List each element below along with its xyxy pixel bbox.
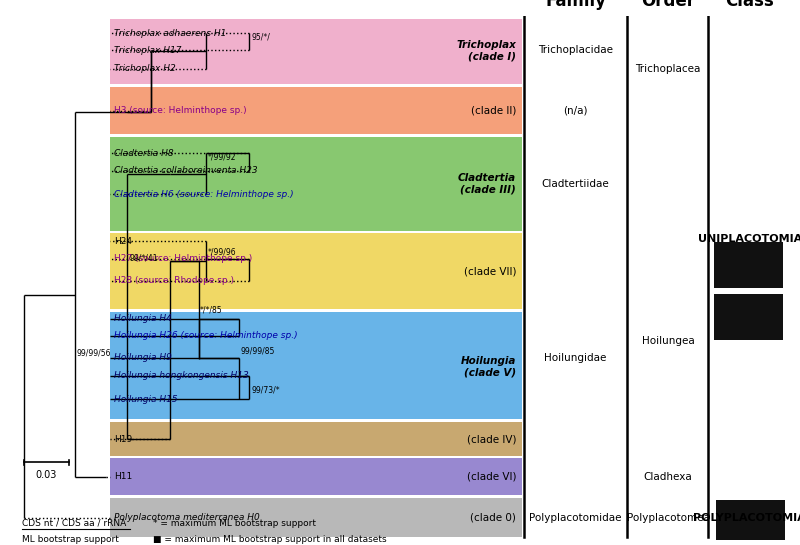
Text: Hoilungia hongkongensis H13: Hoilungia hongkongensis H13 [114,371,249,380]
Text: 99/99/56: 99/99/56 [76,348,110,358]
Text: ■ = maximum ML bootstrap support in all datasets: ■ = maximum ML bootstrap support in all … [153,535,386,544]
Bar [110,87,522,134]
Text: Polyplacotomea: Polyplacotomea [626,513,710,523]
Text: Family: Family [545,0,606,10]
Text: Polyplacotomidae: Polyplacotomidae [530,513,622,523]
Text: Order: Order [641,0,695,10]
Text: Hoilungia H15: Hoilungia H15 [114,395,178,404]
Text: Class: Class [726,0,774,10]
Text: (n/a): (n/a) [563,106,588,116]
Text: Cladtertia H8: Cladtertia H8 [114,149,174,158]
Text: POLYPLACOTOMIA: POLYPLACOTOMIA [694,513,800,523]
Text: Hoilungea: Hoilungea [642,336,694,346]
Text: H11: H11 [114,473,132,481]
Text: (clade II): (clade II) [470,106,516,116]
Text: Trichoplacea: Trichoplacea [635,64,701,74]
Text: Hoilungia H4: Hoilungia H4 [114,314,172,323]
Text: */99/96: */99/96 [208,247,237,257]
Bar [110,233,522,310]
Text: ML bootstrap support: ML bootstrap support [22,535,119,544]
Text: H27 (source: Helminthope sp.): H27 (source: Helminthope sp.) [114,254,252,263]
Bar [716,500,785,540]
Text: Trichoplax H2: Trichoplax H2 [114,64,175,73]
Text: H3 (source: Helminthope sp.): H3 (source: Helminthope sp.) [114,106,246,115]
Text: 99/73/*: 99/73/* [252,385,281,394]
Bar [110,498,522,537]
Text: Trichoplacidae: Trichoplacidae [538,45,613,56]
Text: (clade VI): (clade VI) [466,472,516,482]
Text: 0.03: 0.03 [36,470,57,480]
Text: CDS nt / CDS aa / rRNA: CDS nt / CDS aa / rRNA [22,519,126,528]
Text: 99/*/41: 99/*/41 [130,253,158,262]
Text: H28 (source: Rhodope sp.): H28 (source: Rhodope sp.) [114,276,234,285]
Text: Hoilungia
(clade V): Hoilungia (clade V) [461,356,516,378]
Text: Hoilungidae: Hoilungidae [545,353,607,363]
Text: Cladtertia collaboreinventa H23: Cladtertia collaboreinventa H23 [114,166,258,175]
Text: Polyplacotoma mediterranea H0: Polyplacotoma mediterranea H0 [114,513,259,522]
Text: * = maximum ML bootstrap support: * = maximum ML bootstrap support [153,519,316,528]
Bar [110,19,522,84]
Text: 95/*/: 95/*/ [252,33,270,41]
Text: Trichoplax
(clade I): Trichoplax (clade I) [456,40,516,61]
Bar [714,294,782,340]
Text: (clade IV): (clade IV) [466,434,516,444]
Bar [110,458,522,495]
Text: H19: H19 [114,434,132,444]
Text: */99/92: */99/92 [208,153,237,162]
Text: H24: H24 [114,237,132,246]
Bar [110,137,522,231]
Text: UNIPLACOTOMIA: UNIPLACOTOMIA [698,234,800,244]
Bar [110,422,522,456]
Text: Hoilungia H9: Hoilungia H9 [114,354,172,362]
Text: Cladhexa: Cladhexa [644,472,693,482]
Text: */*/85: */*/85 [200,306,222,314]
Text: 99/99/85: 99/99/85 [241,347,275,355]
Text: Trichoplax adhaerens H1: Trichoplax adhaerens H1 [114,28,226,38]
Bar [714,243,782,288]
Text: Cladtertiidae: Cladtertiidae [542,179,610,189]
Text: Trichoplax H17: Trichoplax H17 [114,46,182,55]
Bar [110,312,522,419]
Text: Cladtertia
(clade III): Cladtertia (clade III) [458,173,516,195]
Text: Hoilungia H26 (source: Helminthope sp.): Hoilungia H26 (source: Helminthope sp.) [114,331,298,340]
Text: Cladtertia H6 (source: Helminthope sp.): Cladtertia H6 (source: Helminthope sp.) [114,190,294,199]
Text: (clade 0): (clade 0) [470,513,516,523]
Text: (clade VII): (clade VII) [463,267,516,277]
